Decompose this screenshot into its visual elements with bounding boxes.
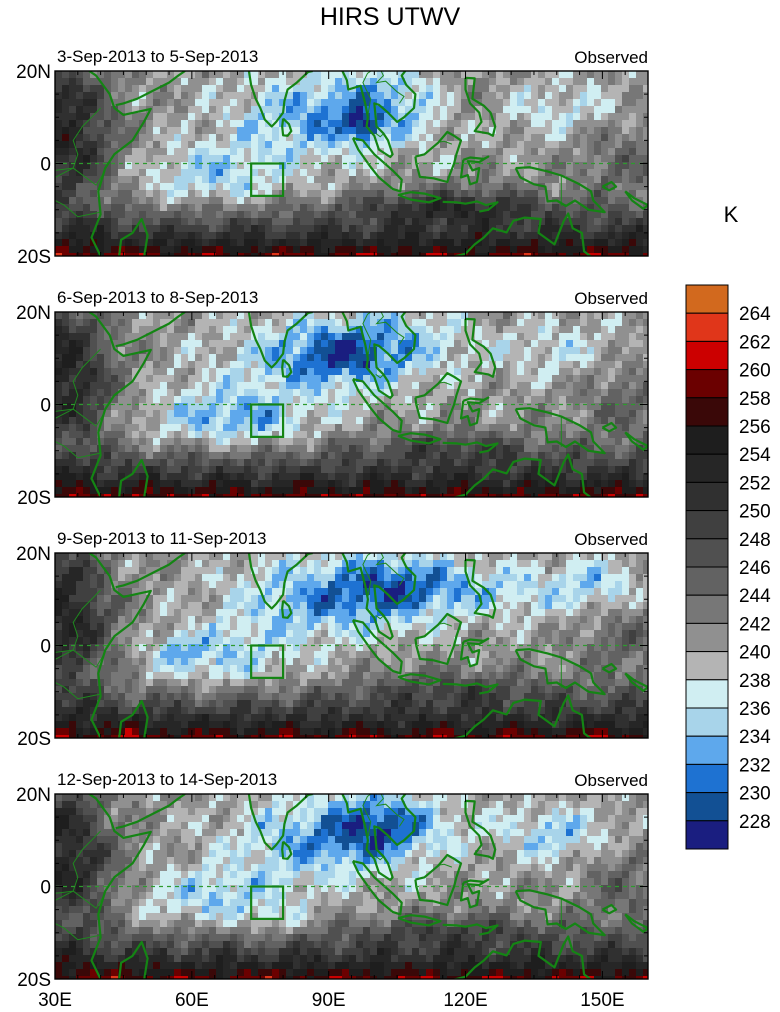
region-box bbox=[250, 162, 285, 197]
map-panel: 20N 0 20S 9-Sep-2013 to 11-Sep-2013 Observed bbox=[16, 529, 649, 750]
colorbar-level-label: 240 bbox=[739, 643, 771, 664]
colorbar-swatch bbox=[685, 340, 729, 371]
figure-title: HIRS UTWV bbox=[320, 3, 461, 31]
colorbar-swatch bbox=[685, 735, 729, 765]
panel-date-label: 3-Sep-2013 to 5-Sep-2013 bbox=[57, 47, 258, 66]
colorbar-level-label: 228 bbox=[739, 812, 771, 833]
panel-tag: Observed bbox=[574, 48, 648, 67]
colorbar-level-label: 236 bbox=[739, 699, 771, 720]
y-tick-label: 20S bbox=[17, 247, 51, 268]
map-panel: 20N 0 20S 6-Sep-2013 to 8-Sep-2013 Observed bbox=[16, 288, 649, 509]
panel-tag: Observed bbox=[574, 289, 648, 308]
colorbar-swatch bbox=[685, 538, 729, 568]
colorbar-level-label: 238 bbox=[739, 671, 771, 692]
x-tick-label: 150E bbox=[580, 990, 624, 1011]
colorbar-swatch bbox=[685, 425, 729, 455]
colorbar-swatch bbox=[685, 312, 729, 342]
colorbar-level-label: 244 bbox=[739, 586, 771, 607]
colorbar-level-label: 258 bbox=[739, 389, 771, 410]
y-tick-label: 20N bbox=[16, 544, 51, 565]
panel-tag: Observed bbox=[574, 530, 648, 549]
map-panel: 20N 0 20S 3-Sep-2013 to 5-Sep-2013 Observed bbox=[16, 47, 649, 268]
field-shading bbox=[55, 553, 648, 738]
colorbar-swatch bbox=[685, 453, 729, 483]
y-tick-label: 0 bbox=[40, 637, 51, 658]
panel-tag: Observed bbox=[574, 771, 648, 790]
region-box bbox=[250, 403, 285, 438]
map-panel: 20N 0 20S 12-Sep-2013 to 14-Sep-2013 Observe… bbox=[16, 770, 649, 991]
x-tick-label: 120E bbox=[443, 990, 487, 1011]
colorbar-swatch bbox=[685, 594, 729, 624]
y-tick-label: 0 bbox=[40, 878, 51, 899]
y-tick-label: 0 bbox=[40, 396, 51, 417]
colorbar-swatch bbox=[685, 792, 729, 822]
y-tick-label: 20N bbox=[16, 785, 51, 806]
colorbar-swatch bbox=[685, 397, 729, 427]
colorbar-swatch bbox=[685, 679, 729, 709]
colorbar-swatch bbox=[685, 284, 729, 314]
region-box bbox=[250, 885, 285, 920]
colorbar-level-label: 252 bbox=[739, 473, 771, 494]
colorbar-swatch bbox=[685, 566, 729, 596]
field-shading bbox=[55, 71, 648, 256]
colorbar-swatch bbox=[685, 369, 729, 399]
colorbar-level-label: 262 bbox=[739, 332, 771, 353]
panel-date-label: 12-Sep-2013 to 14-Sep-2013 bbox=[57, 770, 277, 789]
y-tick-label: 20S bbox=[17, 488, 51, 509]
colorbar-swatch bbox=[685, 622, 729, 653]
colorbar-level-label: 256 bbox=[739, 417, 771, 438]
x-tick-label: 60E bbox=[175, 990, 209, 1011]
colorbar-level-label: 230 bbox=[739, 784, 771, 805]
region-box bbox=[250, 644, 285, 679]
panel-date-label: 9-Sep-2013 to 11-Sep-2013 bbox=[57, 529, 267, 548]
colorbar-level-label: 264 bbox=[739, 304, 771, 325]
colorbar-level-label: 248 bbox=[739, 530, 771, 551]
colorbar-level-label: 250 bbox=[739, 502, 771, 523]
x-tick-label: 90E bbox=[312, 990, 346, 1011]
colorbar-level-label: 242 bbox=[739, 614, 771, 635]
coastlines bbox=[55, 553, 648, 738]
colorbar-level-label: 232 bbox=[739, 755, 771, 776]
y-tick-label: 20N bbox=[16, 62, 51, 83]
coastlines bbox=[55, 312, 648, 497]
colorbar-swatch bbox=[685, 651, 729, 681]
coastlines bbox=[55, 794, 648, 979]
colorbar-swatch bbox=[685, 481, 729, 512]
colorbar-swatch bbox=[685, 707, 729, 737]
x-tick-label: 30E bbox=[38, 990, 72, 1011]
y-tick-label: 20S bbox=[17, 970, 51, 991]
panel-date-label: 6-Sep-2013 to 8-Sep-2013 bbox=[57, 288, 258, 307]
y-tick-label: 20N bbox=[16, 303, 51, 324]
colorbar-swatch bbox=[685, 763, 729, 794]
coastlines bbox=[55, 71, 648, 256]
y-tick-label: 0 bbox=[40, 155, 51, 176]
colorbar-swatch bbox=[685, 510, 729, 540]
colorbar-level-label: 234 bbox=[739, 727, 771, 748]
field-shading bbox=[55, 312, 648, 497]
colorbar: 264 262 260 258 256 254 252 250 248 246 244 242 240 2… bbox=[685, 284, 771, 850]
colorbar-units: K bbox=[724, 202, 739, 227]
field-shading bbox=[55, 794, 648, 979]
y-tick-label: 20S bbox=[17, 729, 51, 750]
colorbar-swatch bbox=[685, 820, 729, 850]
colorbar-level-label: 260 bbox=[739, 361, 771, 382]
colorbar-level-label: 246 bbox=[739, 558, 771, 579]
colorbar-level-label: 254 bbox=[739, 445, 771, 466]
